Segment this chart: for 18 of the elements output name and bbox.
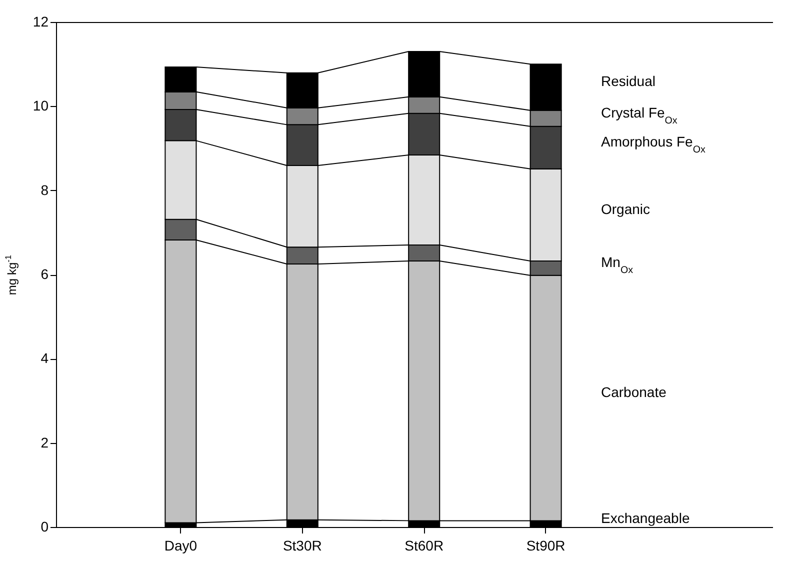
text: Exchangeable — [601, 510, 690, 526]
text: Crystal Fe$_{Ox}$ — [601, 104, 678, 126]
y-tick-label: 6 — [40, 266, 49, 282]
text: Residual — [601, 73, 656, 90]
x-tick-label: St90R — [526, 538, 566, 554]
y-tick-label: 10 — [32, 98, 49, 114]
x-tick-label: Day0 — [164, 538, 198, 554]
text: Carbonate — [601, 384, 667, 400]
x-tick-label: St30R — [282, 538, 322, 554]
text: Amorphous Fe$_{Ox}$ — [601, 134, 706, 156]
y-tick-label: 8 — [40, 182, 49, 198]
text: Organic — [601, 200, 650, 217]
y-tick-label: 12 — [32, 14, 49, 30]
y-tick-label: 2 — [40, 434, 49, 450]
y-tick-label: 4 — [40, 350, 49, 366]
text: Mn$_{Ox}$ — [601, 254, 634, 276]
x-tick-label: St60R — [404, 538, 444, 554]
y-tick-label: 0 — [40, 518, 49, 534]
